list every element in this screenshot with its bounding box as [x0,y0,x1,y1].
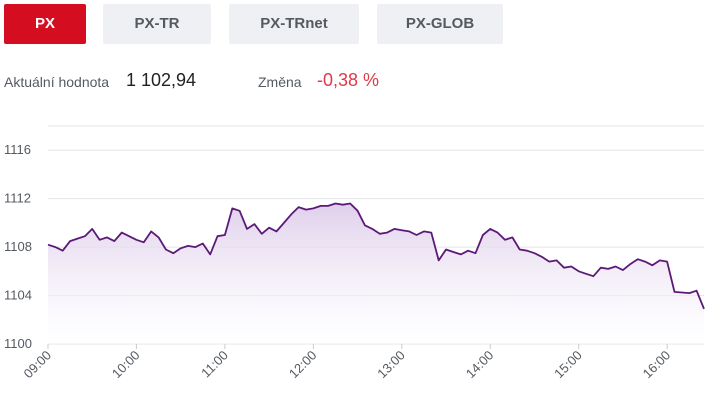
price-area [48,203,704,344]
price-line [47,202,705,310]
x-axis-ticks: 09:00 10:00 11:00 12:00 13:00 14:00 15:00 16:00 [21,344,674,382]
tab-px-tr[interactable]: PX-TR [103,4,211,44]
change-value: -0,38 % [317,70,380,90]
tab-px-trnet[interactable]: PX-TRnet [229,4,359,44]
x-tick-label: 14:00 [463,348,497,382]
change-label: Změna [258,74,302,90]
x-tick-label: 15:00 [551,348,585,382]
current-value-label: Aktuální hodnota [4,74,110,90]
x-tick-label: 13:00 [374,348,408,382]
y-tick-label: 1104 [4,288,32,303]
tab-px-glob[interactable]: PX-GLOB [377,4,503,44]
y-tick-label: 1108 [4,239,32,254]
tab-px[interactable]: PX [4,4,86,44]
current-value: 1 102,94 [126,70,197,90]
x-tick-label: 11:00 [198,348,231,381]
y-tick-label: 1100 [4,336,32,351]
y-tick-label: 1112 [4,191,31,206]
x-tick-label: 12:00 [286,348,320,382]
y-tick-label: 1116 [4,142,31,157]
x-tick-label: 09:00 [21,348,55,382]
y-axis-ticks: 1100 1104 1108 1112 1116 [4,142,32,351]
x-tick-label: 10:00 [109,348,143,382]
x-tick-label: 16:00 [640,348,674,382]
